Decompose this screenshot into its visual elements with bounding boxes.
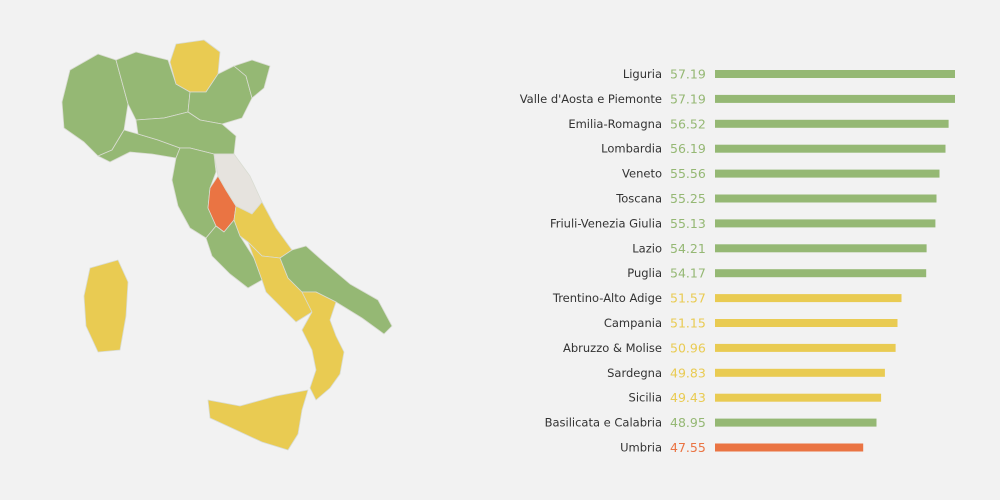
bar xyxy=(715,418,877,427)
bar-value-label: 54.17 xyxy=(670,266,706,281)
bar-value-label: 51.15 xyxy=(670,316,706,331)
bar xyxy=(715,368,885,377)
bar xyxy=(715,393,882,402)
bar-value-label: 57.19 xyxy=(670,91,706,106)
bar-category-label: Friuli-Venezia Giulia xyxy=(550,216,662,230)
bar xyxy=(715,169,940,178)
bar-value-label: 51.57 xyxy=(670,291,706,306)
bar-value-label: 47.55 xyxy=(670,440,706,455)
bar-value-label: 54.21 xyxy=(670,241,706,256)
italy-choropleth-map xyxy=(61,39,393,451)
bar xyxy=(715,194,937,203)
bar xyxy=(715,219,936,228)
map-region-basilicata-e-calabria xyxy=(301,291,345,401)
regional-bar-chart: Liguria 57.19 Valle d'Aosta e Piemonte 57.1… xyxy=(520,67,955,455)
bar-value-label: 49.43 xyxy=(670,390,706,405)
bar-category-label: Liguria xyxy=(623,67,662,81)
bar-value-label: 48.95 xyxy=(670,415,706,430)
bar-category-label: Emilia-Romagna xyxy=(568,117,662,131)
map-region-sardegna xyxy=(83,259,129,353)
bar-category-label: Umbria xyxy=(620,441,662,455)
bar-category-label: Trentino-Alto Adige xyxy=(552,291,662,305)
bar-category-label: Sardegna xyxy=(607,366,662,380)
map-region-sicilia xyxy=(207,389,309,451)
bar xyxy=(715,119,949,128)
bar-value-label: 57.19 xyxy=(670,67,706,82)
map-region-campania xyxy=(247,241,313,323)
bar-category-label: Lombardia xyxy=(601,142,662,156)
map-region-friuli-venezia-giulia xyxy=(233,59,271,99)
bar-category-label: Lazio xyxy=(632,241,662,255)
bar xyxy=(715,94,955,103)
bar-value-label: 55.56 xyxy=(670,166,706,181)
bar-value-label: 49.83 xyxy=(670,365,706,380)
bar-category-label: Toscana xyxy=(615,192,662,206)
bar-value-label: 56.19 xyxy=(670,141,706,156)
bar-value-label: 56.52 xyxy=(670,116,706,131)
bar-category-label: Sicilia xyxy=(629,391,662,405)
bar-category-label: Abruzzo & Molise xyxy=(563,341,662,355)
bar xyxy=(715,244,927,253)
bar xyxy=(715,319,898,327)
bar-category-label: Puglia xyxy=(627,266,662,280)
bar-category-label: Campania xyxy=(604,316,662,330)
bar xyxy=(715,294,902,303)
bar xyxy=(715,144,946,153)
bar-value-label: 55.25 xyxy=(670,191,706,206)
bar-category-label: Valle d'Aosta e Piemonte xyxy=(520,92,662,106)
bar-value-label: 50.96 xyxy=(670,340,706,355)
bar xyxy=(715,269,927,278)
bar xyxy=(715,70,955,78)
bar-category-label: Basilicata e Calabria xyxy=(545,416,662,430)
bar xyxy=(715,443,864,452)
bar-value-label: 55.13 xyxy=(670,216,706,231)
bar xyxy=(715,343,896,352)
bar-category-label: Veneto xyxy=(622,167,662,181)
